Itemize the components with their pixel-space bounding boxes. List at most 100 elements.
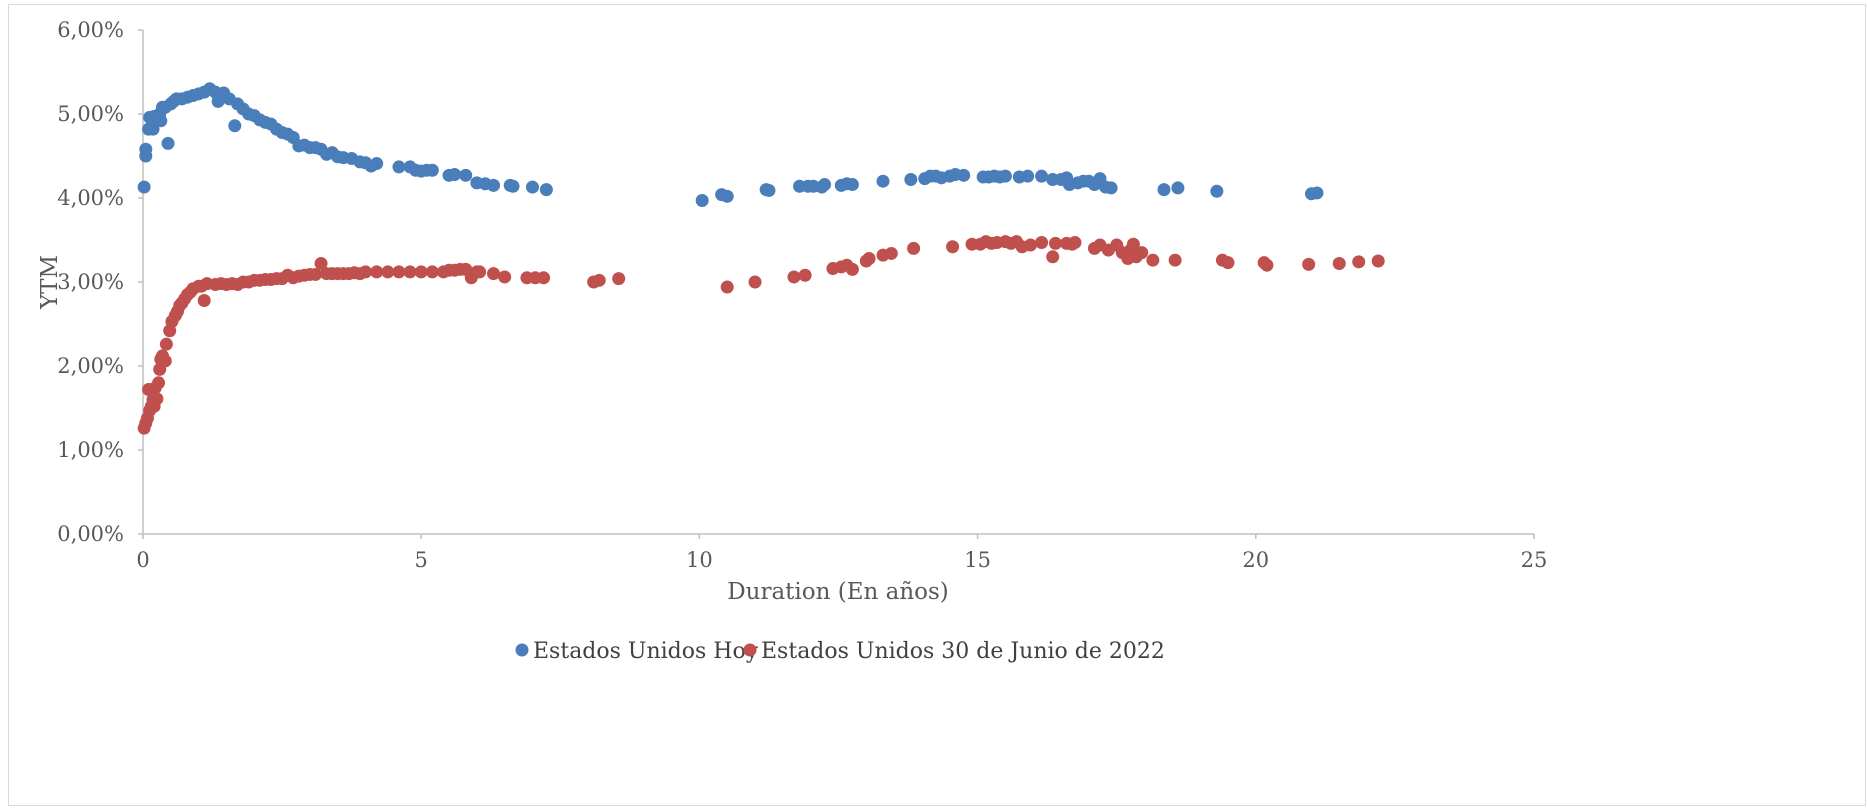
data-point [1302, 257, 1316, 271]
data-point [762, 183, 776, 197]
data-point [473, 265, 487, 279]
data-point [525, 180, 539, 194]
data-point [1046, 250, 1060, 264]
data-point [907, 241, 921, 255]
x-axis [142, 533, 1535, 539]
data-point [1021, 169, 1035, 183]
data-point [1146, 253, 1160, 267]
x-tick-label: 20 [1242, 548, 1269, 572]
data-point [1310, 186, 1324, 200]
data-point [308, 267, 322, 281]
x-axis-title: Duration (En años) [727, 579, 949, 605]
data-point [1352, 255, 1366, 269]
data-point [1260, 258, 1274, 272]
data-point [146, 122, 160, 136]
data-point [1135, 246, 1149, 260]
data-point [414, 265, 428, 279]
data-point [539, 183, 553, 197]
data-point [459, 168, 473, 182]
series-layer [137, 82, 1385, 435]
y-axis-title: YTM [37, 255, 63, 310]
data-point [884, 246, 898, 260]
data-point [197, 293, 211, 307]
data-point [904, 173, 918, 187]
data-point [957, 168, 971, 182]
data-point [1104, 181, 1118, 195]
data-point [425, 163, 439, 177]
legend: Estados Unidos Hoy Estados Unidos 30 de … [515, 639, 1165, 664]
data-point [137, 180, 151, 194]
x-tick-label: 10 [686, 548, 713, 572]
data-point [1210, 184, 1224, 198]
data-point [154, 114, 168, 128]
data-point [359, 265, 373, 279]
data-point [370, 157, 384, 171]
data-point [695, 194, 709, 208]
x-tick-label: 0 [136, 548, 149, 572]
y-tick-labels: 0,00% 1,00% 2,00% 3,00% 4,00% 5,00% 6,00% [57, 18, 124, 546]
data-point [845, 262, 859, 276]
data-point [161, 136, 175, 150]
data-point [946, 240, 960, 254]
data-point [720, 280, 734, 294]
data-point [425, 265, 439, 279]
y-tick-label: 4,00% [57, 186, 124, 210]
legend-marker-2022 [743, 643, 757, 657]
data-point [1035, 169, 1049, 183]
legend-label-hoy: Estados Unidos Hoy [533, 639, 759, 664]
data-point [1023, 238, 1037, 252]
data-point [818, 178, 832, 192]
x-tick-label: 25 [1521, 548, 1548, 572]
data-point [152, 376, 166, 390]
data-point [403, 265, 417, 279]
data-point [150, 392, 164, 406]
data-point [998, 169, 1012, 183]
data-point [498, 270, 512, 284]
data-point [158, 354, 172, 368]
x-tick-labels: 0 5 10 15 20 25 [136, 548, 1547, 572]
data-point [1332, 257, 1346, 271]
data-point [487, 178, 501, 192]
data-point [1221, 256, 1235, 270]
x-tick-label: 5 [415, 548, 428, 572]
data-point [612, 272, 626, 286]
data-point [228, 119, 242, 133]
legend-marker-hoy [515, 643, 529, 657]
data-point [1157, 183, 1171, 197]
data-point [314, 257, 328, 271]
data-point [381, 265, 395, 279]
data-point [139, 142, 153, 156]
data-point [845, 178, 859, 192]
data-point [370, 265, 384, 279]
data-point [487, 267, 501, 281]
data-point [537, 271, 551, 285]
y-tick-label: 0,00% [57, 522, 124, 546]
x-tick-label: 15 [964, 548, 991, 572]
data-point [392, 160, 406, 174]
data-point [1048, 236, 1062, 250]
data-point [787, 270, 801, 284]
data-point [1171, 181, 1185, 195]
data-point [862, 251, 876, 265]
data-point [1035, 236, 1049, 250]
data-point [448, 167, 462, 181]
data-point [159, 337, 173, 351]
data-point [1168, 253, 1182, 267]
data-point [506, 179, 520, 193]
data-point [592, 273, 606, 287]
data-point [392, 265, 406, 279]
chart-area [8, 4, 1866, 806]
y-axis [138, 29, 144, 535]
data-point [1371, 254, 1385, 268]
legend-label-2022: Estados Unidos 30 de Junio de 2022 [761, 639, 1165, 664]
data-point [1126, 237, 1140, 251]
y-tick-label: 1,00% [57, 438, 124, 462]
data-point [748, 275, 762, 289]
y-tick-label: 6,00% [57, 18, 124, 42]
y-tick-label: 2,00% [57, 354, 124, 378]
data-point [798, 268, 812, 282]
data-point [720, 189, 734, 203]
series-estados-unidos-hoy [137, 82, 1324, 208]
y-tick-label: 3,00% [57, 270, 124, 294]
